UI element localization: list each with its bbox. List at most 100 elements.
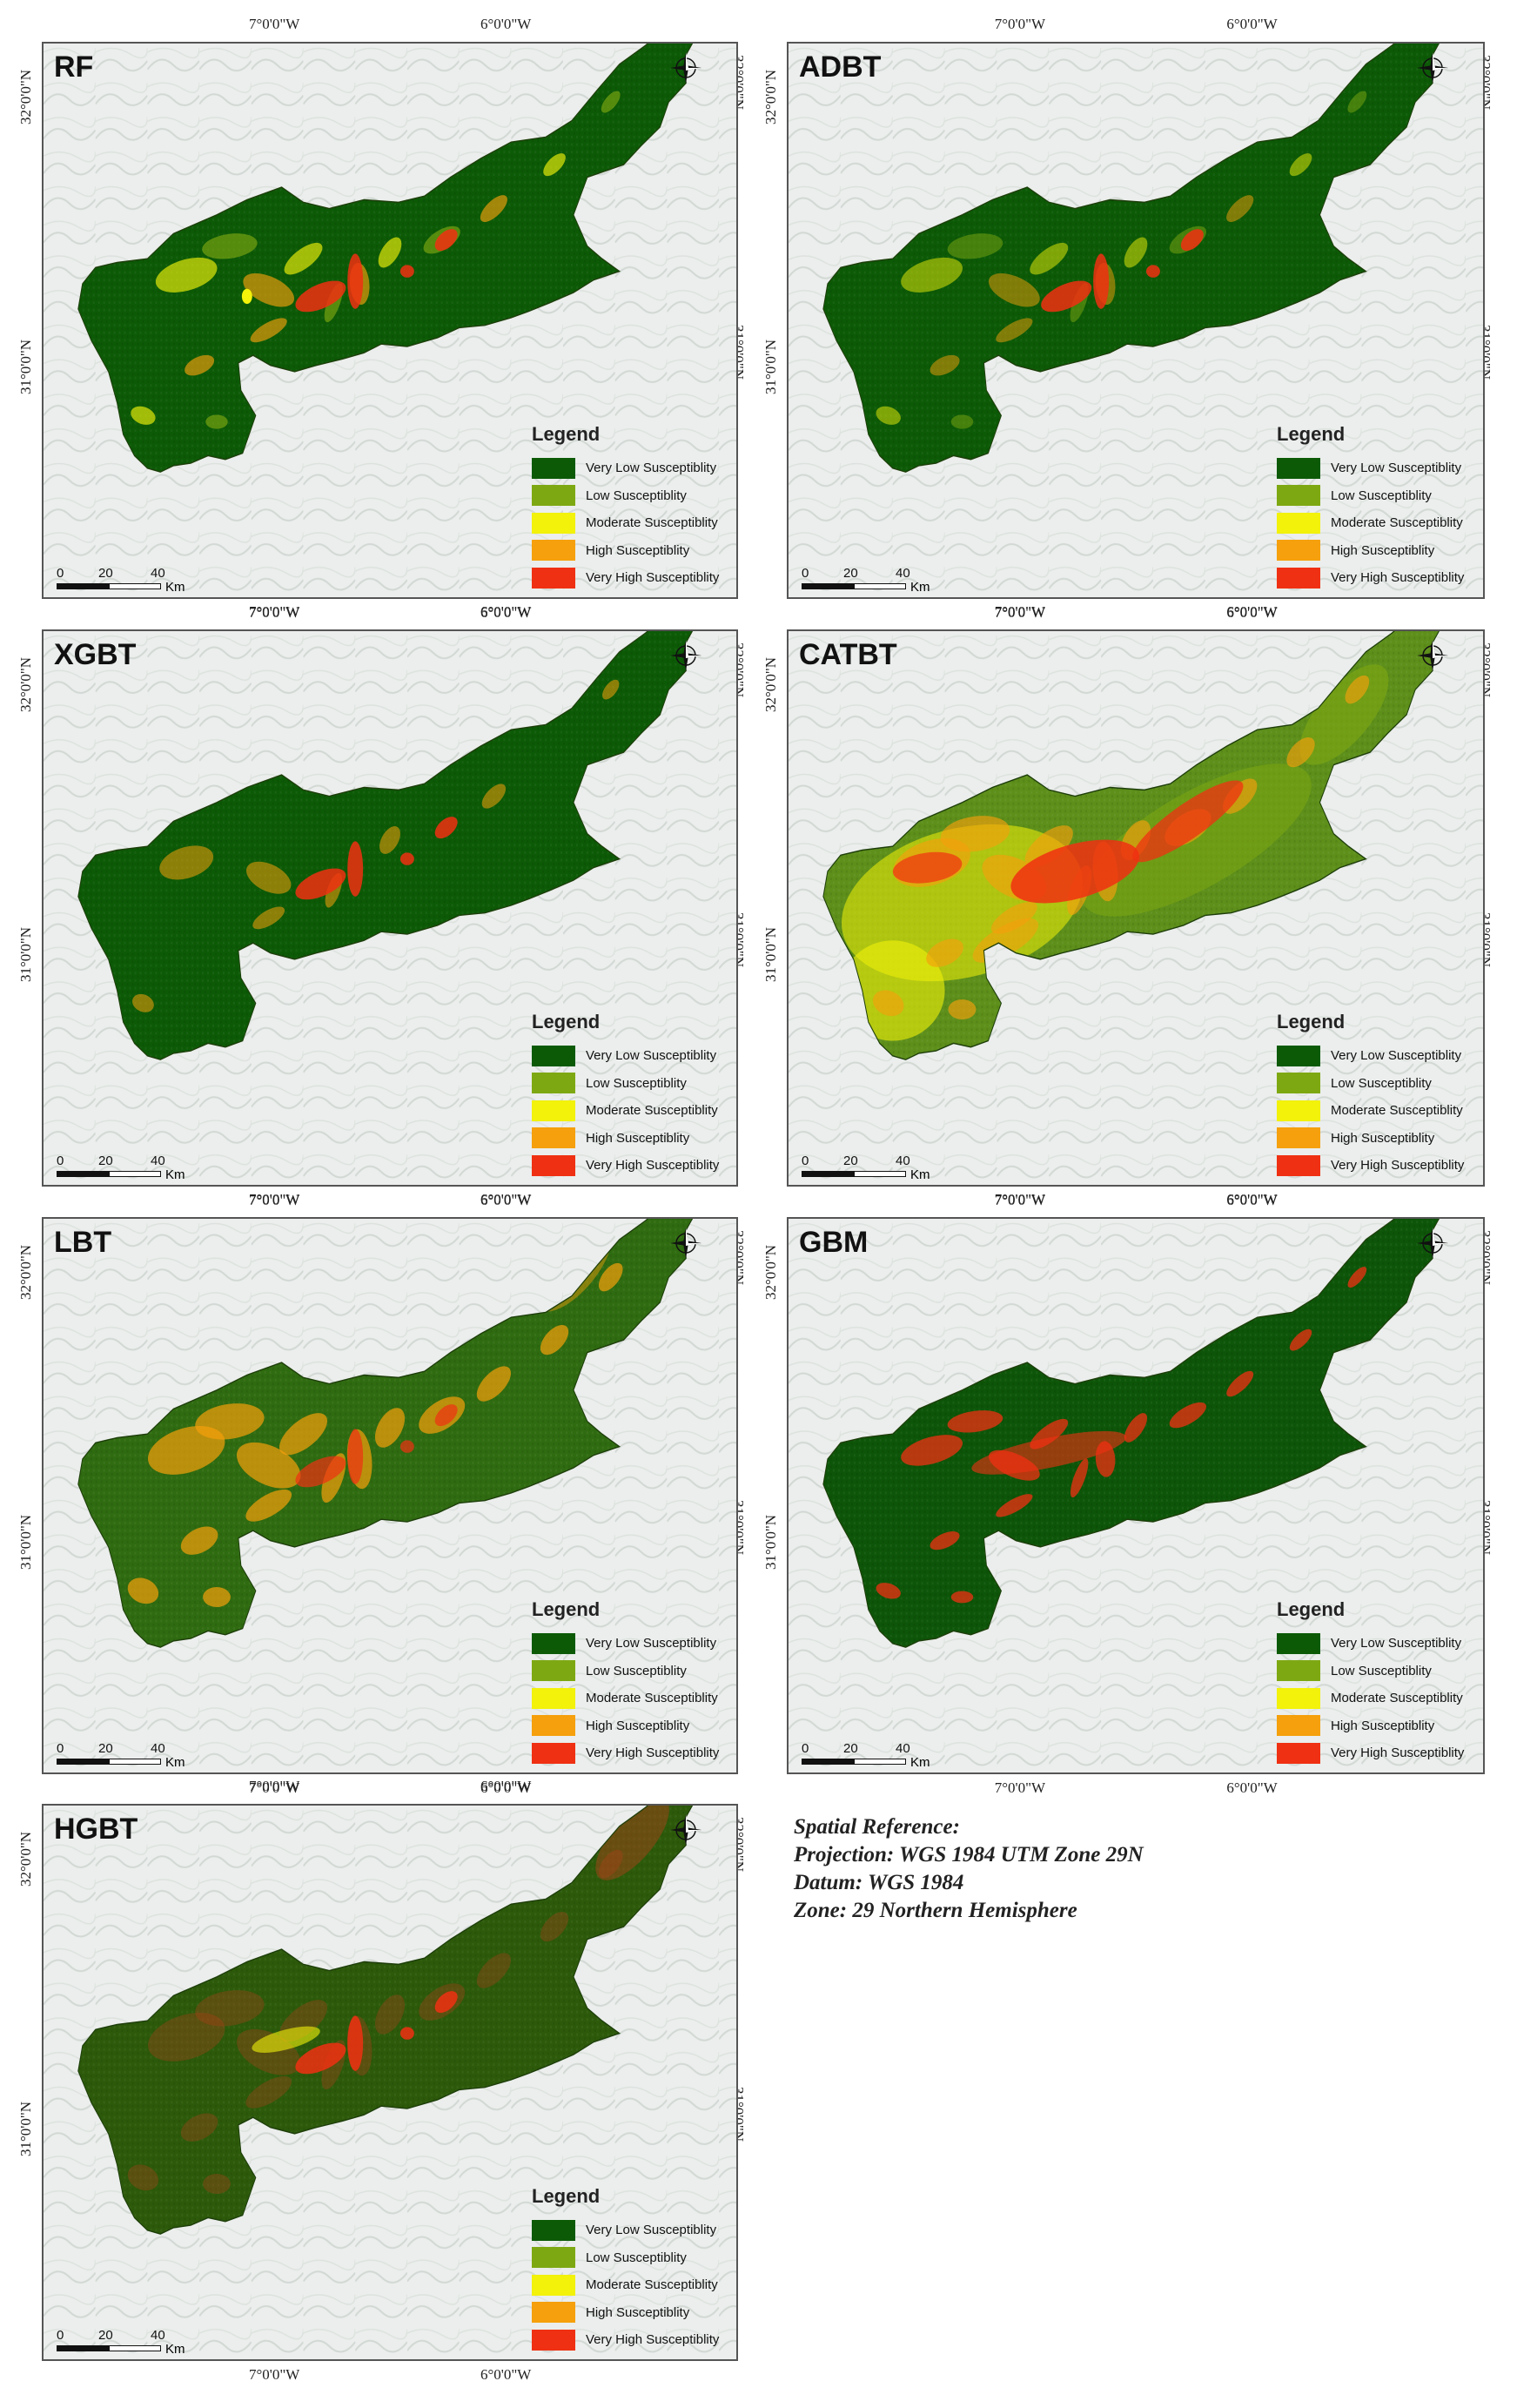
lon-label-right-bottom: 6°0'0"W [1226,1779,1278,1796]
legend-swatch [532,457,575,479]
legend-swatch [532,485,575,507]
legend-title: Legend [1277,423,1346,445]
scale-bar: 0 20 40 Km [57,566,185,595]
legend-label: Very Low Susceptiblity [586,1636,717,1651]
lon-label-right-bottom: 6°0'0"W [1226,1192,1278,1208]
legend-label: Very High Susceptiblity [1331,1745,1465,1761]
lat-label-top-left: 32°0'0"N [762,1244,779,1300]
north-arrow-icon [667,636,705,675]
legend-swatch [532,567,575,589]
legend-label: Very Low Susceptiblity [586,461,717,476]
legend-swatch [532,1687,575,1709]
lon-label-left-top: 7°0'0"W [994,603,1046,620]
lon-label-right-bottom: 6°0'0"W [480,604,532,621]
lon-label-left-bottom: 7°0'0"W [249,604,300,621]
legend-swatch [532,2274,575,2296]
spatial-reference-datum: Datum: WGS 1984 [794,1871,964,1894]
legend-item: Moderate Susceptiblity [532,1685,719,1712]
scale-tick: 40 [896,566,910,581]
legend-swatch [1277,1715,1320,1737]
lat-label-mid-left: 31°0'0"N [17,2101,34,2156]
legend-swatch [532,2329,575,2351]
north-arrow-icon [1413,636,1452,675]
legend-item: High Susceptiblity [532,1125,719,1153]
legend-label: High Susceptiblity [1331,1130,1435,1146]
panel-title: GBM [799,1226,869,1259]
scale-tick: 0 [57,1741,64,1756]
scale-unit: Km [165,2342,185,2357]
legend-item: Moderate Susceptiblity [532,2271,719,2299]
spatial-reference-projection: Projection: WGS 1984 UTM Zone 29N [794,1843,1144,1867]
legend-item: High Susceptiblity [532,2299,719,2327]
legend-item: Very Low Susceptiblity [532,2216,719,2244]
legend-item: Moderate Susceptiblity [532,509,719,537]
north-arrow-icon [667,1224,705,1262]
legend-item: High Susceptiblity [1277,1125,1464,1153]
legend-label: Moderate Susceptiblity [1331,515,1463,531]
legend-label: High Susceptiblity [586,542,690,558]
legend-swatch [532,1073,575,1094]
legend-item: High Susceptiblity [532,537,719,565]
scale-tick: 40 [151,1154,165,1168]
map-frame [787,1217,1485,1774]
north-arrow-icon [1413,49,1452,87]
map-frame [42,1804,738,2361]
legend-title: Legend [1277,1598,1346,1620]
lon-label-left-bottom: 7°0'0"W [249,2366,300,2383]
legend-swatch [532,1100,575,1121]
legend-label: High Susceptiblity [586,1718,690,1733]
legend-label: Moderate Susceptiblity [586,1103,718,1119]
scale-bar: 0 20 40 Km [802,1741,930,1770]
legend-item: High Susceptiblity [1277,1712,1464,1740]
legend-swatch [1277,485,1320,507]
legend-swatch [532,540,575,562]
lon-label-left-top: 7°0'0"W [994,16,1046,32]
panel-title: RF [54,50,94,84]
legend-item: High Susceptiblity [1277,537,1464,565]
scale-tick: 20 [843,1154,858,1168]
legend-item: Very High Susceptiblity [1277,564,1464,592]
scale-unit: Km [165,1167,185,1182]
legend-label: Moderate Susceptiblity [586,2277,718,2293]
legend-label: Very High Susceptiblity [586,1158,720,1174]
legend-swatch [1277,1632,1320,1654]
map-frame [787,629,1485,1187]
legend-label: Very High Susceptiblity [586,1745,720,1761]
legend-label: Moderate Susceptiblity [586,515,718,531]
legend-label: Moderate Susceptiblity [586,1691,718,1706]
legend-title: Legend [532,2185,601,2207]
legend-swatch [1277,1660,1320,1682]
lon-label-left-top: 7°0'0"W [994,1191,1046,1207]
legend-swatch [1277,1127,1320,1149]
lat-label-mid-left: 31°0'0"N [762,1514,779,1570]
map-frame [787,42,1485,599]
legend-swatch [1277,1154,1320,1176]
legend-swatch [1277,512,1320,534]
legend-item: Moderate Susceptiblity [532,1097,719,1125]
lon-label-left-bottom: 7°0'0"W [249,1779,300,1796]
legend-item: Low Susceptiblity [532,2244,719,2272]
legend-swatch [1277,1073,1320,1094]
legend-label: Low Susceptiblity [586,488,687,503]
legend-item: Low Susceptiblity [1277,482,1464,510]
scale-tick: 20 [98,1154,113,1168]
lon-label-left-top: 7°0'0"W [249,603,300,620]
legend-item: Very High Susceptiblity [532,564,719,592]
lon-label-right-bottom: 6°0'0"W [480,1192,532,1208]
panel-title: LBT [54,1226,112,1259]
lat-label-mid-left: 31°0'0"N [17,339,34,394]
lon-label-left-bottom: 7°0'0"W [249,1192,300,1208]
lon-label-left-top: 7°0'0"W [249,1191,300,1207]
panel-title: XGBT [54,638,137,671]
legend-swatch [532,1154,575,1176]
legend-label: Very Low Susceptiblity [1331,1048,1462,1064]
legend-label: Low Susceptiblity [1331,488,1432,503]
lon-label-left-bottom: 7°0'0"W [994,1192,1046,1208]
legend: Legend Very Low Susceptiblity Low Suscep… [532,1598,719,1767]
legend-item: Moderate Susceptiblity [1277,1685,1464,1712]
legend: Legend Very Low Susceptiblity Low Suscep… [1277,423,1464,592]
legend-label: Very High Susceptiblity [1331,1158,1465,1174]
spatial-reference-title: Spatial Reference: [794,1815,960,1839]
legend-label: High Susceptiblity [1331,542,1435,558]
legend-swatch [1277,457,1320,479]
